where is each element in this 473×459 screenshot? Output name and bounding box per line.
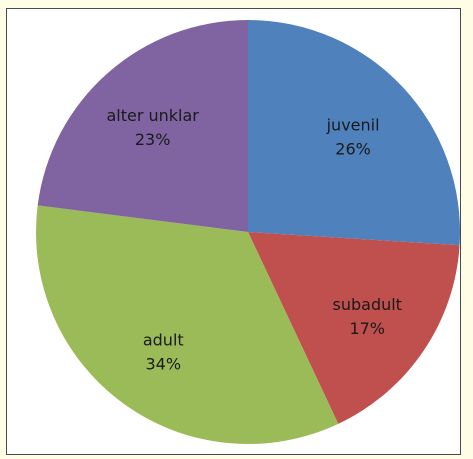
pie-slice-adult	[35, 205, 339, 444]
pie-slice-juvenil	[248, 20, 460, 246]
pie-slices	[35, 20, 460, 444]
pie-labels: juvenil 26% subadult 17% adult 34% alter unkla…	[106, 106, 401, 374]
pie-slice-alter-unklar	[37, 20, 248, 232]
slice-label: subadult	[333, 295, 402, 314]
slice-value-label: 34%	[145, 355, 181, 374]
slice-label: adult	[143, 331, 184, 350]
slice-label: alter unklar	[106, 106, 199, 125]
slice-value-label: 17%	[349, 319, 385, 338]
slice-value-label: 26%	[335, 139, 371, 158]
pie-slice-subadult	[248, 232, 460, 424]
slice-value-label: 23%	[135, 130, 171, 149]
slice-label: juvenil	[326, 115, 380, 134]
